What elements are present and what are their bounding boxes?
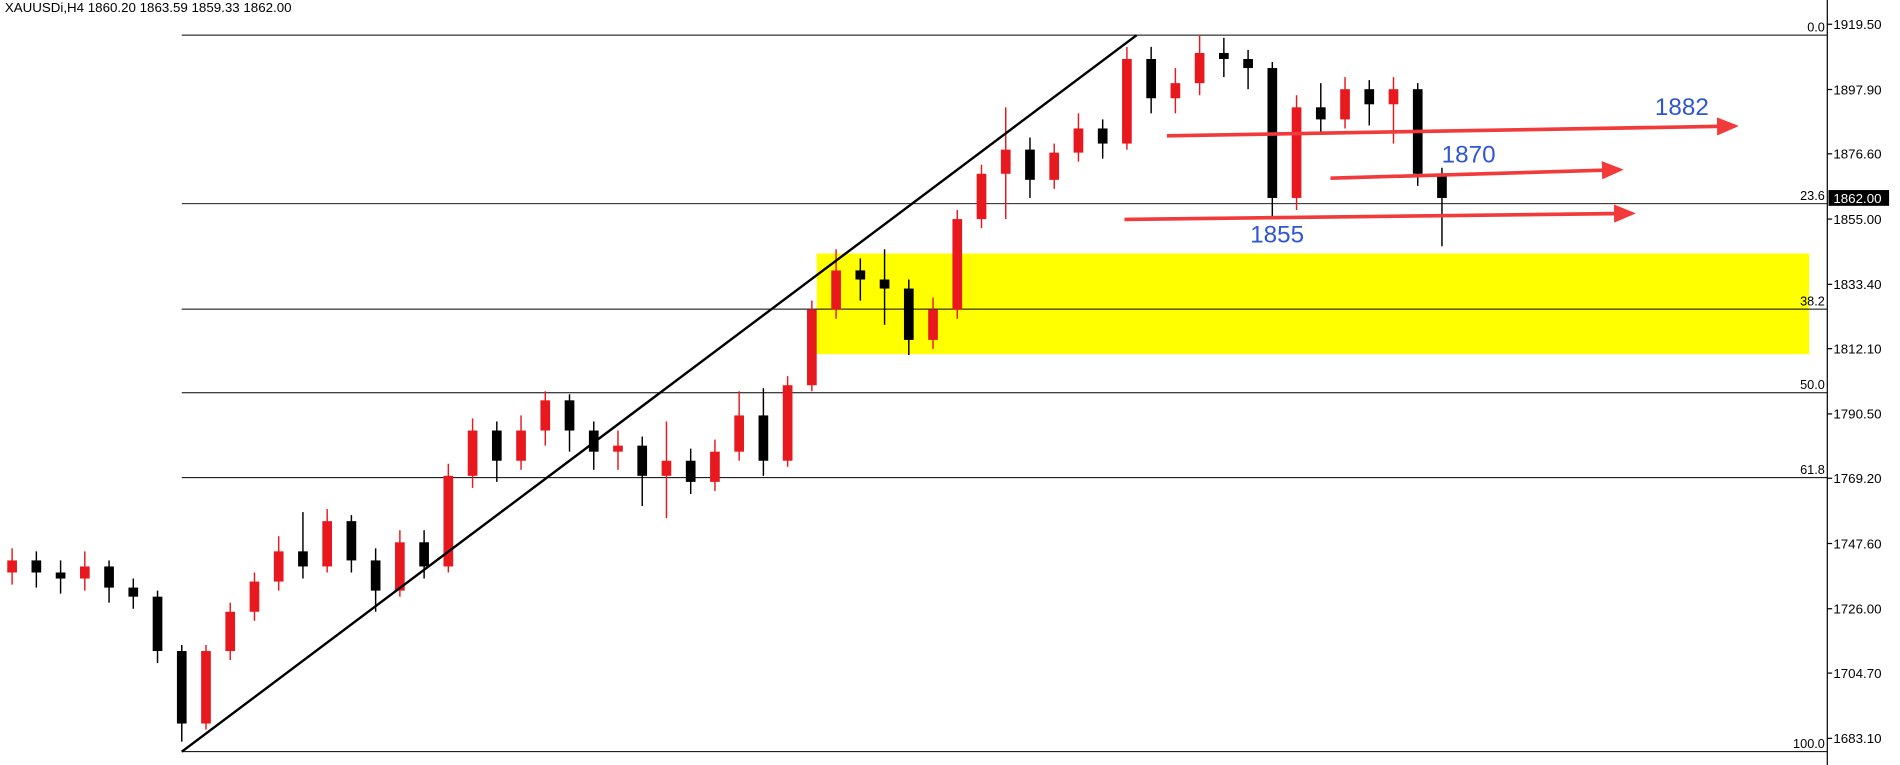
candle-body — [879, 279, 890, 289]
candle-body — [322, 521, 333, 567]
candle-body — [1073, 128, 1084, 153]
annotation-label: 1882 — [1655, 94, 1709, 121]
candle-body — [104, 566, 114, 588]
candle-body — [128, 587, 139, 597]
fib-label: 50.0 — [1800, 377, 1825, 392]
zone-layer — [816, 253, 1810, 355]
candle-body — [855, 270, 866, 280]
candle-body — [1388, 89, 1399, 105]
candle-body — [419, 542, 429, 567]
candle-body — [467, 430, 478, 476]
candle-body — [1315, 107, 1326, 120]
annotation-label: 1855 — [1250, 221, 1304, 248]
y-tick-label: 1683.10 — [1833, 731, 1881, 746]
axis-layer: 1919.50 1897.90 1876.60 1855.00 1833.40 1812.… — [1827, 17, 1890, 746]
candle-body — [225, 611, 236, 652]
y-tick-label: 1790.50 — [1833, 407, 1881, 422]
candle-body — [273, 551, 284, 582]
candle-body — [152, 596, 163, 652]
candle-body — [564, 400, 575, 431]
candle-body — [758, 415, 769, 461]
candle-body — [952, 219, 963, 310]
fib-label: 100.0 — [1793, 736, 1825, 751]
annotation-layer: 1882 1870 1855 — [1124, 94, 1739, 248]
candle-body — [1097, 128, 1108, 144]
candle-body — [1437, 173, 1447, 198]
candle-body — [1049, 152, 1060, 180]
support-zone — [816, 253, 1810, 355]
candle-body — [807, 309, 817, 386]
candle-body — [1291, 107, 1302, 198]
candle-body — [1243, 58, 1253, 69]
y-tick-label: 1747.60 — [1833, 536, 1881, 551]
candle-body — [370, 560, 381, 591]
candle-body — [443, 475, 454, 567]
candle-body — [1025, 149, 1035, 180]
trend-line — [181, 34, 1138, 753]
fib-label: 38.2 — [1800, 293, 1825, 308]
candle-body — [685, 460, 696, 482]
candle-body — [1340, 89, 1350, 120]
fib-label: 23.6 — [1800, 188, 1825, 203]
candle-body — [903, 288, 914, 340]
candle-body — [1219, 52, 1229, 59]
candle-body — [1146, 58, 1156, 99]
candles-layer — [7, 34, 1447, 742]
candle-body — [1170, 83, 1181, 99]
candle-body — [201, 651, 211, 724]
candle-body — [928, 309, 938, 340]
candle-body — [1000, 149, 1011, 174]
candle-body — [710, 451, 720, 482]
y-tick-label: 1833.40 — [1833, 277, 1881, 292]
annotation-arrow — [1330, 161, 1624, 181]
fib-layer: 0.0 23.6 38.2 50.0 61.8 100.0 — [181, 19, 1828, 753]
y-tick-label: 1876.60 — [1833, 147, 1881, 162]
current-price-box — [1828, 190, 1890, 206]
candle-body — [55, 572, 66, 579]
candle-body — [516, 430, 526, 461]
candle-body — [249, 581, 260, 612]
candle-body — [1194, 52, 1205, 84]
candle-body — [176, 651, 187, 724]
candle-body — [540, 400, 551, 431]
fib-label: 0.0 — [1807, 19, 1825, 34]
y-tick-label: 1897.90 — [1833, 82, 1881, 97]
current-price-label: 1862.00 — [1833, 191, 1881, 206]
candle-body — [734, 415, 745, 452]
y-tick-label: 1726.00 — [1833, 602, 1881, 617]
candle-body — [491, 430, 502, 461]
candle-body — [395, 542, 405, 591]
candle-body — [1364, 89, 1375, 105]
y-tick-label: 1919.50 — [1833, 17, 1881, 32]
y-tick-label: 1704.70 — [1833, 666, 1881, 681]
y-tick-label: 1812.10 — [1833, 342, 1881, 357]
annotation-arrow — [1124, 204, 1636, 223]
chart-header: XAUUSDi,H4 1860.20 1863.59 1859.33 1862.… — [5, 0, 292, 15]
candle-body — [79, 566, 90, 579]
candle-body — [613, 445, 623, 452]
candle-body — [831, 270, 841, 310]
annotation-label: 1870 — [1442, 141, 1496, 168]
y-tick-label: 1855.00 — [1833, 212, 1881, 227]
candle-body — [298, 551, 308, 567]
candle-body — [1122, 58, 1132, 144]
candle-body — [782, 385, 793, 461]
candle-body — [661, 460, 672, 476]
annotation-arrow — [1166, 117, 1739, 138]
candle-body — [346, 521, 357, 561]
candle-body — [7, 560, 17, 573]
candle-body — [976, 173, 987, 220]
fib-label: 61.8 — [1800, 462, 1825, 477]
y-tick-label: 1769.20 — [1833, 471, 1881, 486]
candle-body — [637, 445, 648, 476]
candle-body — [31, 560, 42, 573]
